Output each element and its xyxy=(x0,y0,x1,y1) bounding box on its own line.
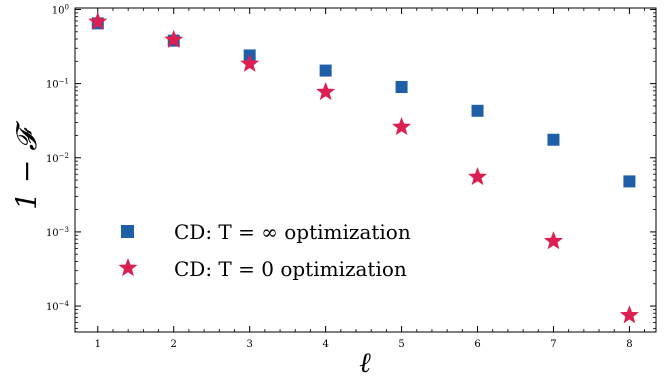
x-axis-label: ℓ xyxy=(359,346,371,377)
legend-marker-star xyxy=(118,258,138,277)
axis-ticks: 1 2 3 4 5 6 7 8 100 10−1 10−2 10−3 10−4 xyxy=(46,3,656,350)
point-t-infinity xyxy=(547,133,560,146)
point-t-infinity xyxy=(623,175,636,188)
y-tick-label: 10−1 xyxy=(46,78,69,91)
point-t-zero xyxy=(240,53,260,72)
point-t-infinity xyxy=(395,81,408,94)
y-tick-label: 10−2 xyxy=(46,152,69,165)
point-t-zero xyxy=(316,82,336,101)
data-points xyxy=(88,11,639,324)
point-t-zero xyxy=(468,167,488,186)
point-t-infinity xyxy=(471,104,484,117)
point-t-zero xyxy=(619,305,639,324)
x-tick-label: 2 xyxy=(171,339,177,350)
point-t-zero xyxy=(88,11,108,30)
legend-entry-t-infinity: CD: T = ∞ optimization xyxy=(174,220,411,244)
x-tick-label: 6 xyxy=(474,339,480,350)
point-t-zero xyxy=(392,117,412,136)
x-tick-label: 8 xyxy=(626,339,632,350)
legend: CD: T = ∞ optimization CD: T = 0 optimiz… xyxy=(118,220,411,281)
point-t-zero xyxy=(164,29,184,48)
legend-marker-square xyxy=(121,225,134,238)
legend-entry-t-zero: CD: T = 0 optimization xyxy=(174,257,407,281)
x-tick-label: 4 xyxy=(322,339,328,350)
y-axis-label: 1 − 𝓕 xyxy=(10,121,43,210)
y-tick-label: 10−4 xyxy=(46,300,70,313)
point-t-infinity xyxy=(319,64,332,77)
y-tick-label: 100 xyxy=(52,3,69,16)
x-tick-label: 1 xyxy=(95,339,101,350)
plot-frame xyxy=(74,7,657,333)
x-tick-label: 3 xyxy=(246,339,252,350)
y-tick-label: 10−3 xyxy=(46,226,69,239)
point-t-zero xyxy=(543,231,563,250)
x-tick-label: 5 xyxy=(398,339,404,350)
x-tick-label: 7 xyxy=(550,339,556,350)
